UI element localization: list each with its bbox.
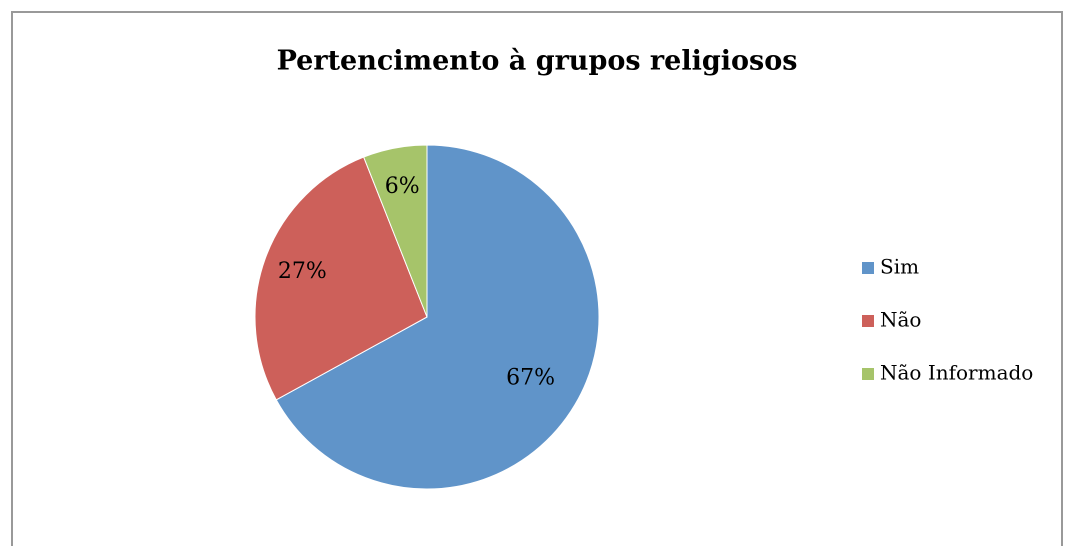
pie-slice bbox=[275, 144, 600, 490]
chart-title: Pertencimento à grupos religiosos bbox=[277, 46, 798, 77]
pie-slice bbox=[363, 144, 428, 318]
legend-label: Sim bbox=[880, 255, 919, 279]
chart-frame bbox=[11, 11, 1063, 546]
data-label: 67% bbox=[506, 365, 555, 390]
data-label: 27% bbox=[278, 259, 327, 284]
data-label: 6% bbox=[385, 174, 420, 199]
legend-label: Não bbox=[880, 308, 921, 332]
pie-slice bbox=[254, 156, 428, 401]
legend-label: Não Informado bbox=[880, 361, 1033, 385]
legend-swatch bbox=[862, 262, 874, 274]
legend-swatch bbox=[862, 368, 874, 380]
legend-swatch bbox=[862, 315, 874, 327]
